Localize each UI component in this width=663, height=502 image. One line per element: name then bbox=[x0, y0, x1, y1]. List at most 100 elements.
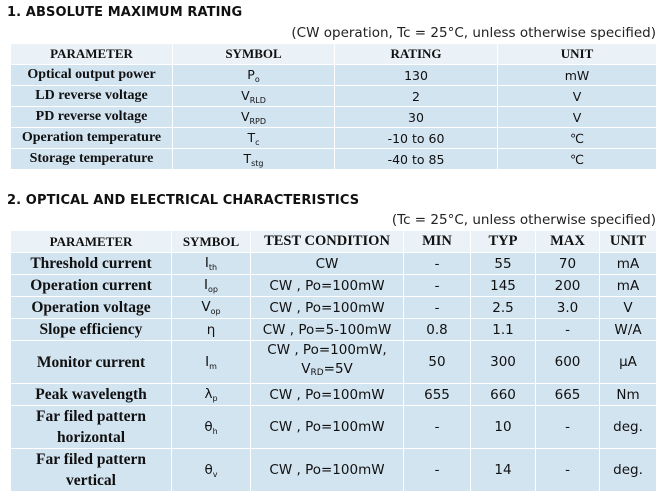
section-title-absolute-max: 1. ABSOLUTE MAXIMUM RATING bbox=[7, 5, 243, 20]
header-min: MIN bbox=[403, 230, 471, 253]
header-unit: UNIT bbox=[497, 43, 657, 65]
unit-cell: V bbox=[497, 85, 657, 107]
max-cell: 3.0 bbox=[535, 296, 600, 319]
symbol-cell: η bbox=[171, 318, 251, 341]
unit-cell: ℃ bbox=[497, 127, 657, 149]
parameter-cell: LD reverse voltage bbox=[10, 85, 173, 107]
table-row: Operation temperature Tc -10 to 60 ℃ bbox=[10, 127, 657, 149]
table-header-row: PARAMETER SYMBOL RATING UNIT bbox=[10, 43, 657, 65]
header-test-condition: TEST CONDITION bbox=[250, 230, 404, 253]
condition-cell: CW , Po=100mW bbox=[250, 274, 404, 297]
section-title-optical-electrical: 2. OPTICAL AND ELECTRICAL CHARACTERISTIC… bbox=[7, 193, 360, 208]
parameter-cell: PD reverse voltage bbox=[10, 106, 173, 128]
rating-cell: -40 to 85 bbox=[334, 148, 498, 170]
optical-electrical-table: PARAMETER SYMBOL TEST CONDITION MIN TYP … bbox=[10, 230, 657, 492]
table-row: Optical output power Po 130 mW bbox=[10, 64, 657, 86]
table-row: PD reverse voltage VRPD 30 V bbox=[10, 106, 657, 128]
parameter-cell: Monitor current bbox=[10, 340, 172, 384]
header-rating: RATING bbox=[334, 43, 498, 65]
table-row: Storage temperature Tstg -40 to 85 ℃ bbox=[10, 148, 657, 170]
condition-cell: CW , Po=100mW bbox=[250, 448, 404, 492]
typ-cell: 14 bbox=[470, 448, 536, 492]
unit-cell: deg. bbox=[599, 405, 657, 449]
parameter-cell: Operation voltage bbox=[10, 296, 172, 319]
min-cell: - bbox=[403, 296, 471, 319]
max-cell: - bbox=[535, 405, 600, 449]
typ-cell: 300 bbox=[470, 340, 536, 384]
table-header-row: PARAMETER SYMBOL TEST CONDITION MIN TYP … bbox=[10, 230, 657, 253]
unit-cell: V bbox=[497, 106, 657, 128]
symbol-cell: θv bbox=[171, 448, 251, 492]
symbol-cell: Iop bbox=[171, 274, 251, 297]
unit-cell: V bbox=[599, 296, 657, 319]
unit-cell: mW bbox=[497, 64, 657, 86]
symbol-cell: Tstg bbox=[172, 148, 335, 170]
parameter-cell: Peak wavelength bbox=[10, 383, 172, 406]
max-cell: - bbox=[535, 318, 600, 341]
rating-cell: 2 bbox=[334, 85, 498, 107]
typ-cell: 10 bbox=[470, 405, 536, 449]
rating-cell: -10 to 60 bbox=[334, 127, 498, 149]
parameter-cell: Optical output power bbox=[10, 64, 173, 86]
parameter-line: Far filed pattern bbox=[36, 451, 146, 468]
typ-cell: 145 bbox=[470, 274, 536, 297]
header-typ: TYP bbox=[470, 230, 536, 253]
max-cell: 600 bbox=[535, 340, 600, 384]
rating-cell: 130 bbox=[334, 64, 498, 86]
max-cell: 70 bbox=[535, 252, 600, 275]
symbol-cell: λp bbox=[171, 383, 251, 406]
typ-cell: 55 bbox=[470, 252, 536, 275]
min-cell: - bbox=[403, 405, 471, 449]
parameter-cell: Operation current bbox=[10, 274, 172, 297]
absolute-max-rating-table: PARAMETER SYMBOL RATING UNIT Optical out… bbox=[10, 43, 657, 170]
symbol-cell: Vop bbox=[171, 296, 251, 319]
condition-cell: CW bbox=[250, 252, 404, 275]
parameter-cell: Operation temperature bbox=[10, 127, 173, 149]
min-cell: 50 bbox=[403, 340, 471, 384]
symbol-cell: VRLD bbox=[172, 85, 335, 107]
min-cell: 655 bbox=[403, 383, 471, 406]
symbol-cell: Po bbox=[172, 64, 335, 86]
condition-line: CW , Po=100mW, bbox=[267, 342, 387, 358]
header-unit: UNIT bbox=[599, 230, 657, 253]
unit-cell: mA bbox=[599, 274, 657, 297]
unit-cell: μA bbox=[599, 340, 657, 384]
header-symbol: SYMBOL bbox=[171, 230, 251, 253]
condition-cell: CW , Po=100mW bbox=[250, 383, 404, 406]
parameter-cell: Far filed pattern vertical bbox=[10, 448, 172, 492]
min-cell: - bbox=[403, 252, 471, 275]
parameter-line: Far filed pattern bbox=[36, 408, 146, 425]
header-symbol: SYMBOL bbox=[172, 43, 335, 65]
table-row: LD reverse voltage VRLD 2 V bbox=[10, 85, 657, 107]
header-parameter: PARAMETER bbox=[10, 230, 172, 253]
table-row: Far filed pattern vertical θv CW , Po=10… bbox=[10, 448, 657, 492]
table-row: Threshold current Ith CW - 55 70 mA bbox=[10, 252, 657, 275]
table-row: Slope efficiency η CW , Po=5-100mW 0.8 1… bbox=[10, 318, 657, 341]
parameter-cell: Far filed pattern horizontal bbox=[10, 405, 172, 449]
section-note-absolute-max: (CW operation, Tc = 25°C, unless otherwi… bbox=[291, 25, 656, 41]
condition-cell: CW , Po=100mW bbox=[250, 405, 404, 449]
unit-cell: Nm bbox=[599, 383, 657, 406]
section-note-optical-electrical: (Tc = 25°C, unless otherwise specified) bbox=[391, 212, 656, 228]
parameter-line: horizontal bbox=[56, 429, 126, 446]
min-cell: 0.8 bbox=[403, 318, 471, 341]
table-row: Operation voltage Vop CW , Po=100mW - 2.… bbox=[10, 296, 657, 319]
condition-cell: CW , Po=5-100mW bbox=[250, 318, 404, 341]
symbol-cell: Tc bbox=[172, 127, 335, 149]
symbol-cell: Ith bbox=[171, 252, 251, 275]
parameter-cell: Storage temperature bbox=[10, 148, 173, 170]
header-parameter: PARAMETER bbox=[10, 43, 173, 65]
min-cell: - bbox=[403, 448, 471, 492]
typ-cell: 2.5 bbox=[470, 296, 536, 319]
parameter-cell: Slope efficiency bbox=[10, 318, 172, 341]
header-max: MAX bbox=[535, 230, 600, 253]
condition-cell: CW , Po=100mW bbox=[250, 296, 404, 319]
table-row: Operation current Iop CW , Po=100mW - 14… bbox=[10, 274, 657, 297]
unit-cell: ℃ bbox=[497, 148, 657, 170]
table-row: Far filed pattern horizontal θh CW , Po=… bbox=[10, 405, 657, 449]
symbol-cell: θh bbox=[171, 405, 251, 449]
rating-cell: 30 bbox=[334, 106, 498, 128]
max-cell: 665 bbox=[535, 383, 600, 406]
table-row: Peak wavelength λp CW , Po=100mW 655 660… bbox=[10, 383, 657, 406]
min-cell: - bbox=[403, 274, 471, 297]
